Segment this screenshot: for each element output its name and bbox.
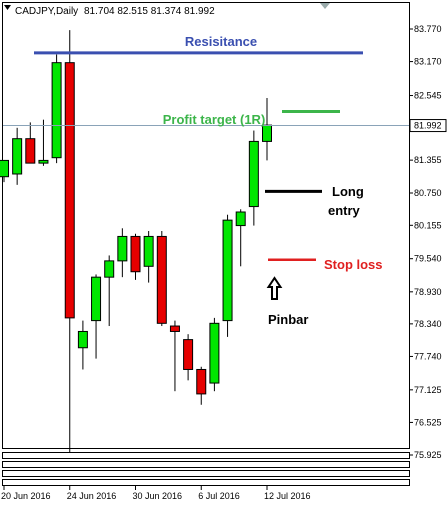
candle-body <box>169 325 180 332</box>
annotations-group <box>3 51 409 262</box>
x-tick-label: 20 Jun 2016 <box>1 491 51 501</box>
candle-body <box>51 62 62 159</box>
candle-body <box>25 138 36 164</box>
candle-body <box>235 211 246 227</box>
y-tick-label: 76.525 <box>414 417 442 427</box>
candle-body <box>104 260 115 278</box>
x-tick-label: 6 Jul 2016 <box>198 491 240 501</box>
long-entry-label-line2: entry <box>328 203 361 218</box>
y-tick-label: 78.930 <box>414 287 442 297</box>
y-tick-label: 81.992 <box>414 121 442 131</box>
y-tick-label: 80.155 <box>414 220 442 230</box>
candle-body <box>38 159 49 164</box>
x-tick-label: 12 Jul 2016 <box>264 491 311 501</box>
candle-body <box>222 219 233 322</box>
candle-body <box>209 322 220 384</box>
x-tick-label: 30 Jun 2016 <box>133 491 183 501</box>
pinbar-arrow-icon <box>266 276 283 300</box>
y-axis: 83.770 83.170 82.545 81.992 81.355 80.750 80.1… <box>409 24 447 460</box>
scroll-indicator-icon[interactable] <box>320 3 330 9</box>
candle-body <box>0 159 9 178</box>
candle-body <box>262 124 272 142</box>
candle-body <box>91 276 102 322</box>
x-axis: 20 Jun 2016 24 Jun 2016 30 Jun 2016 6 Jul 2… <box>1 486 311 501</box>
y-tick-label: 80.750 <box>414 188 442 198</box>
chart-menu-icon[interactable] <box>4 5 11 10</box>
symbol-label: CADJPY,Daily <box>15 6 78 17</box>
resistance-label: Resisitance <box>185 34 257 49</box>
candle-body <box>143 235 154 267</box>
candle-body <box>12 138 23 175</box>
candle-body <box>248 140 259 208</box>
candle-body <box>64 62 75 319</box>
indicator-strips <box>2 452 410 486</box>
candles-group <box>0 30 272 457</box>
ohlc-readout: 81.704 82.515 81.374 81.992 <box>84 6 215 17</box>
long-entry-label-line1: Long <box>332 184 364 199</box>
y-tick-label: 78.340 <box>414 319 442 329</box>
y-tick-label: 82.545 <box>414 91 442 101</box>
y-tick-label: 83.770 <box>414 24 442 34</box>
candle-body <box>77 330 88 349</box>
current-price-box <box>409 119 447 133</box>
candle-body <box>196 368 207 395</box>
stop-loss-label: Stop loss <box>324 257 383 272</box>
pinbar-label: Pinbar <box>268 312 308 327</box>
y-tick-label: 83.170 <box>414 57 442 67</box>
profit-target-label: Profit target (1R) <box>163 112 266 127</box>
y-tick-label: 79.540 <box>414 254 442 264</box>
y-tick-label: 77.125 <box>414 385 442 395</box>
y-tick-label: 75.925 <box>414 450 442 460</box>
candle-body <box>117 235 128 262</box>
y-tick-label: 81.355 <box>414 155 442 165</box>
x-tick-label: 24 Jun 2016 <box>67 491 117 501</box>
candle-body <box>156 235 167 324</box>
y-tick-label: 77.740 <box>414 351 442 361</box>
candle-body <box>130 235 141 273</box>
candle-body <box>183 339 194 370</box>
